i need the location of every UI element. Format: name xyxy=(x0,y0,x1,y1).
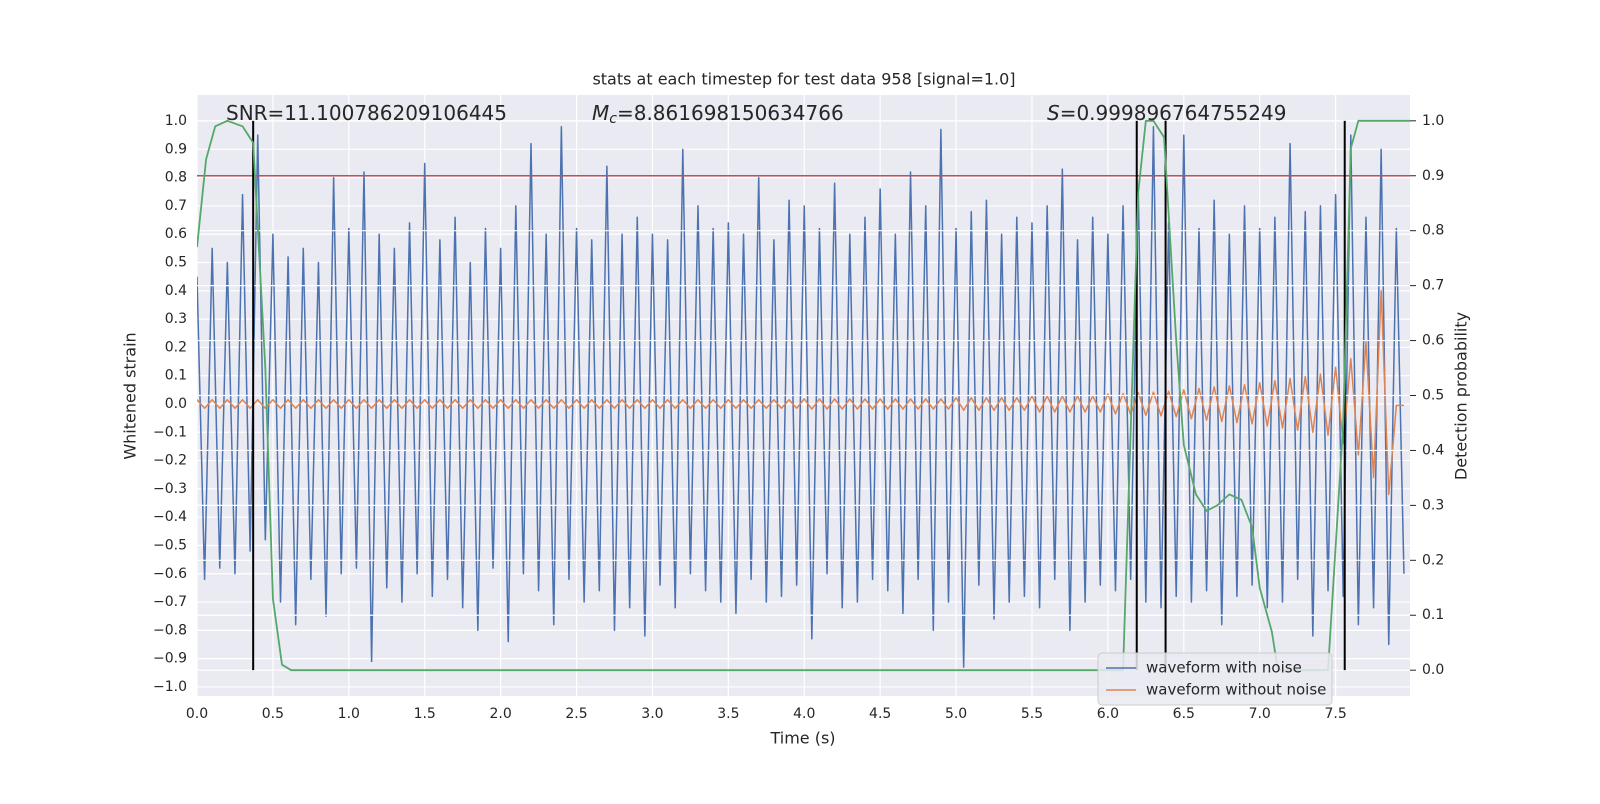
x-tick-label: 4.0 xyxy=(793,706,815,722)
annotation: S=0.999896764755249 xyxy=(1047,101,1286,125)
series-group xyxy=(197,119,1410,672)
y-tick-label: −0.4 xyxy=(153,509,187,525)
y-tick-label: −1.0 xyxy=(153,679,187,695)
x-tick-label: 0.0 xyxy=(186,706,208,722)
y-tick-label: 0.8 xyxy=(165,170,187,186)
x-tick-label: 7.0 xyxy=(1249,706,1271,722)
x-tick-label: 3.5 xyxy=(717,706,739,722)
x-tick-label: 5.0 xyxy=(945,706,967,722)
annotation-subscript: c xyxy=(609,111,617,127)
y-tick-label: 0.3 xyxy=(165,311,187,327)
x-tick-label: 1.5 xyxy=(414,706,436,722)
legend-box xyxy=(1097,652,1333,706)
y2-tick-label: 0.8 xyxy=(1422,223,1444,239)
y2-tick-label: 0.1 xyxy=(1422,607,1444,623)
y2-tick-label: 0.4 xyxy=(1422,442,1444,458)
y-tick-label: −0.9 xyxy=(153,651,187,667)
y2-tick-label: 0.5 xyxy=(1422,388,1444,404)
y-axis-label: Whitened strain xyxy=(121,332,140,459)
y-tick-label: 0.6 xyxy=(165,226,187,242)
y2-tick-label: 1.0 xyxy=(1422,113,1444,129)
x-tick-label: 6.0 xyxy=(1097,706,1119,722)
x-axis-label: Time (s) xyxy=(769,729,835,748)
annotation-text: =8.861698150634766 xyxy=(617,101,844,125)
series-line xyxy=(197,290,1404,496)
x-tick-label: 5.5 xyxy=(1021,706,1043,722)
x-tick-label: 0.5 xyxy=(262,706,284,722)
y2-tick-label: 0.9 xyxy=(1422,168,1444,184)
x-tick-label: 4.5 xyxy=(869,706,891,722)
x-tick-label: 3.0 xyxy=(641,706,663,722)
y2-tick-label: 0.7 xyxy=(1422,278,1444,294)
x-tick-label: 7.5 xyxy=(1324,706,1346,722)
y-tick-label: 0.5 xyxy=(165,255,187,271)
y-tick-label: −0.7 xyxy=(153,594,187,610)
y-tick-label: 0.2 xyxy=(165,339,187,355)
y-tick-label: −0.2 xyxy=(153,453,187,469)
y2-tick-label: 0.6 xyxy=(1422,333,1444,349)
y-tick-label: −0.5 xyxy=(153,537,187,553)
y-tick-label: 0.4 xyxy=(165,283,187,299)
y-tick-label: 0.1 xyxy=(165,368,187,384)
annotation-symbol: M xyxy=(592,101,609,125)
y-tick-label: 1.0 xyxy=(165,113,187,129)
x-tick-label: 2.0 xyxy=(489,706,511,722)
annotation-symbol: S xyxy=(1047,101,1060,125)
x-tick-label: 2.5 xyxy=(565,706,587,722)
y2-tick-label: 0.3 xyxy=(1422,497,1444,513)
y-tick-label: −0.8 xyxy=(153,622,187,638)
annotation-text: =0.999896764755249 xyxy=(1060,101,1287,125)
y2-tick-label: 0.2 xyxy=(1422,552,1444,568)
x-tick-label: 6.5 xyxy=(1173,706,1195,722)
y2-axis-label: Detection probability xyxy=(1452,312,1471,480)
y-tick-label: −0.3 xyxy=(153,481,187,497)
y-tick-label: −0.1 xyxy=(153,424,187,440)
y-tick-label: 0.7 xyxy=(165,198,187,214)
y2-tick-label: 0.0 xyxy=(1422,662,1444,678)
annotation-text: SNR=11.100786209106445 xyxy=(226,101,507,125)
y-tick-label: 0.9 xyxy=(165,141,187,157)
annotation: SNR=11.100786209106445 xyxy=(226,101,507,125)
annotation: Mc=8.861698150634766 xyxy=(592,101,844,128)
y-tick-label: 0.0 xyxy=(165,396,187,412)
y-tick-label: −0.6 xyxy=(153,566,187,582)
x-tick-label: 1.0 xyxy=(338,706,360,722)
legend-label: waveform with noise xyxy=(1146,659,1302,677)
chart-title: stats at each timestep for test data 958… xyxy=(592,70,1015,89)
legend-label: waveform without noise xyxy=(1146,681,1326,699)
